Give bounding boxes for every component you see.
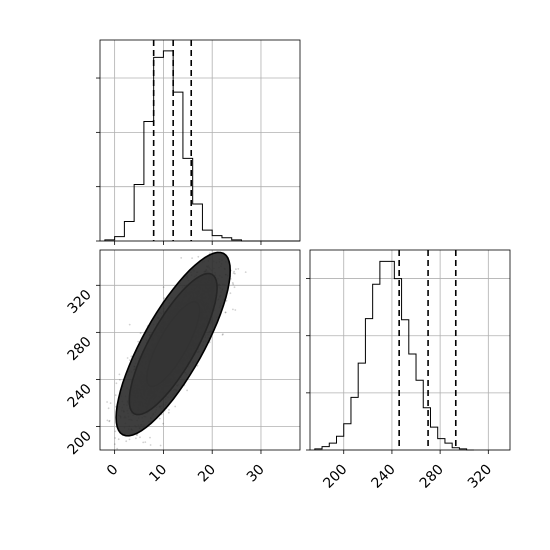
scatter-point bbox=[149, 436, 151, 439]
scatter-point bbox=[191, 257, 194, 259]
scatter-point bbox=[234, 272, 236, 275]
scatter-point bbox=[235, 268, 237, 271]
y-tick-label: 280 bbox=[65, 334, 95, 364]
x-tick-label: 20 bbox=[195, 462, 219, 486]
y-tick-label: 200 bbox=[65, 428, 95, 458]
scatter-point bbox=[208, 252, 211, 255]
histogram-steps bbox=[104, 50, 300, 242]
scatter-point bbox=[106, 419, 109, 422]
scatter-point bbox=[162, 286, 165, 288]
histogram-y-panel: 200 240 280 320 bbox=[306, 249, 511, 492]
scatter-point bbox=[162, 422, 165, 425]
scatter-point bbox=[135, 437, 137, 440]
scatter-point bbox=[167, 411, 170, 414]
scatter-point bbox=[119, 379, 121, 381]
scatter-point bbox=[234, 309, 237, 311]
scatter-point bbox=[244, 271, 247, 273]
scatter-point bbox=[168, 409, 170, 411]
scatter-point bbox=[114, 430, 117, 433]
axes-frame bbox=[309, 249, 511, 451]
x-tick-label: 240 bbox=[369, 462, 399, 492]
density-contour bbox=[115, 251, 232, 437]
histogram-x-panel bbox=[96, 39, 301, 245]
scatter-point bbox=[196, 364, 199, 367]
x-tick-label: 0 bbox=[104, 462, 122, 480]
x-tick-label: 320 bbox=[465, 462, 495, 492]
scatter-point bbox=[125, 440, 128, 443]
scatter-point bbox=[232, 272, 235, 274]
scatter-point bbox=[130, 355, 133, 358]
scatter-point bbox=[197, 255, 200, 258]
scatter-point bbox=[128, 323, 131, 326]
x-tick-label: 10 bbox=[146, 462, 170, 486]
scatter-point bbox=[232, 283, 235, 286]
scatter-point bbox=[137, 340, 140, 343]
scatter-point bbox=[222, 333, 224, 335]
scatter-point bbox=[229, 292, 232, 295]
scatter-point bbox=[159, 444, 162, 447]
scatter-point bbox=[109, 402, 112, 404]
scatter-point bbox=[180, 257, 183, 259]
scatter-point bbox=[221, 334, 224, 336]
histogram-steps bbox=[314, 260, 474, 451]
scatter-point bbox=[114, 437, 116, 439]
scatter-point bbox=[233, 270, 236, 273]
scatter-point bbox=[174, 405, 177, 408]
scatter-point bbox=[232, 308, 234, 311]
scatter-point bbox=[117, 438, 120, 441]
scatter-point bbox=[231, 282, 234, 284]
scatter-point bbox=[136, 434, 139, 436]
scatter-point bbox=[225, 299, 228, 302]
scatter-point bbox=[129, 359, 131, 361]
scatter-point bbox=[139, 436, 141, 439]
axes-frame bbox=[99, 249, 301, 451]
scatter-point bbox=[237, 268, 240, 270]
scatter-point bbox=[186, 389, 189, 392]
x-tick-label: 280 bbox=[417, 462, 447, 492]
y-tick-label: 320 bbox=[65, 287, 95, 317]
scatter-point bbox=[224, 311, 227, 314]
scatter-point bbox=[115, 382, 118, 385]
scatter-point bbox=[149, 444, 152, 446]
scatter-point bbox=[107, 407, 110, 410]
axes-frame bbox=[99, 39, 301, 242]
y-tick-label: 240 bbox=[65, 381, 95, 411]
scatter-point bbox=[113, 443, 116, 445]
scatter-point bbox=[128, 438, 131, 441]
scatter-point bbox=[118, 373, 121, 376]
x-tick-label: 200 bbox=[320, 462, 350, 492]
scatter-point bbox=[144, 441, 147, 443]
scatter-point bbox=[142, 441, 145, 444]
scatter-point bbox=[163, 297, 166, 300]
scatter-point bbox=[126, 357, 129, 359]
scatter-point bbox=[224, 311, 227, 314]
scatter-point bbox=[114, 394, 117, 396]
scatter-point bbox=[106, 401, 108, 403]
scatter-point bbox=[108, 419, 111, 422]
x-tick-label: 30 bbox=[244, 462, 268, 486]
scatter-point bbox=[108, 420, 111, 423]
density-2d-panel: 200 240 280 320 0 10 20 30 bbox=[65, 249, 301, 486]
scatter-point bbox=[116, 447, 119, 450]
scatter-point bbox=[233, 286, 236, 289]
scatter-point bbox=[139, 332, 142, 335]
scatter-point bbox=[158, 417, 161, 420]
